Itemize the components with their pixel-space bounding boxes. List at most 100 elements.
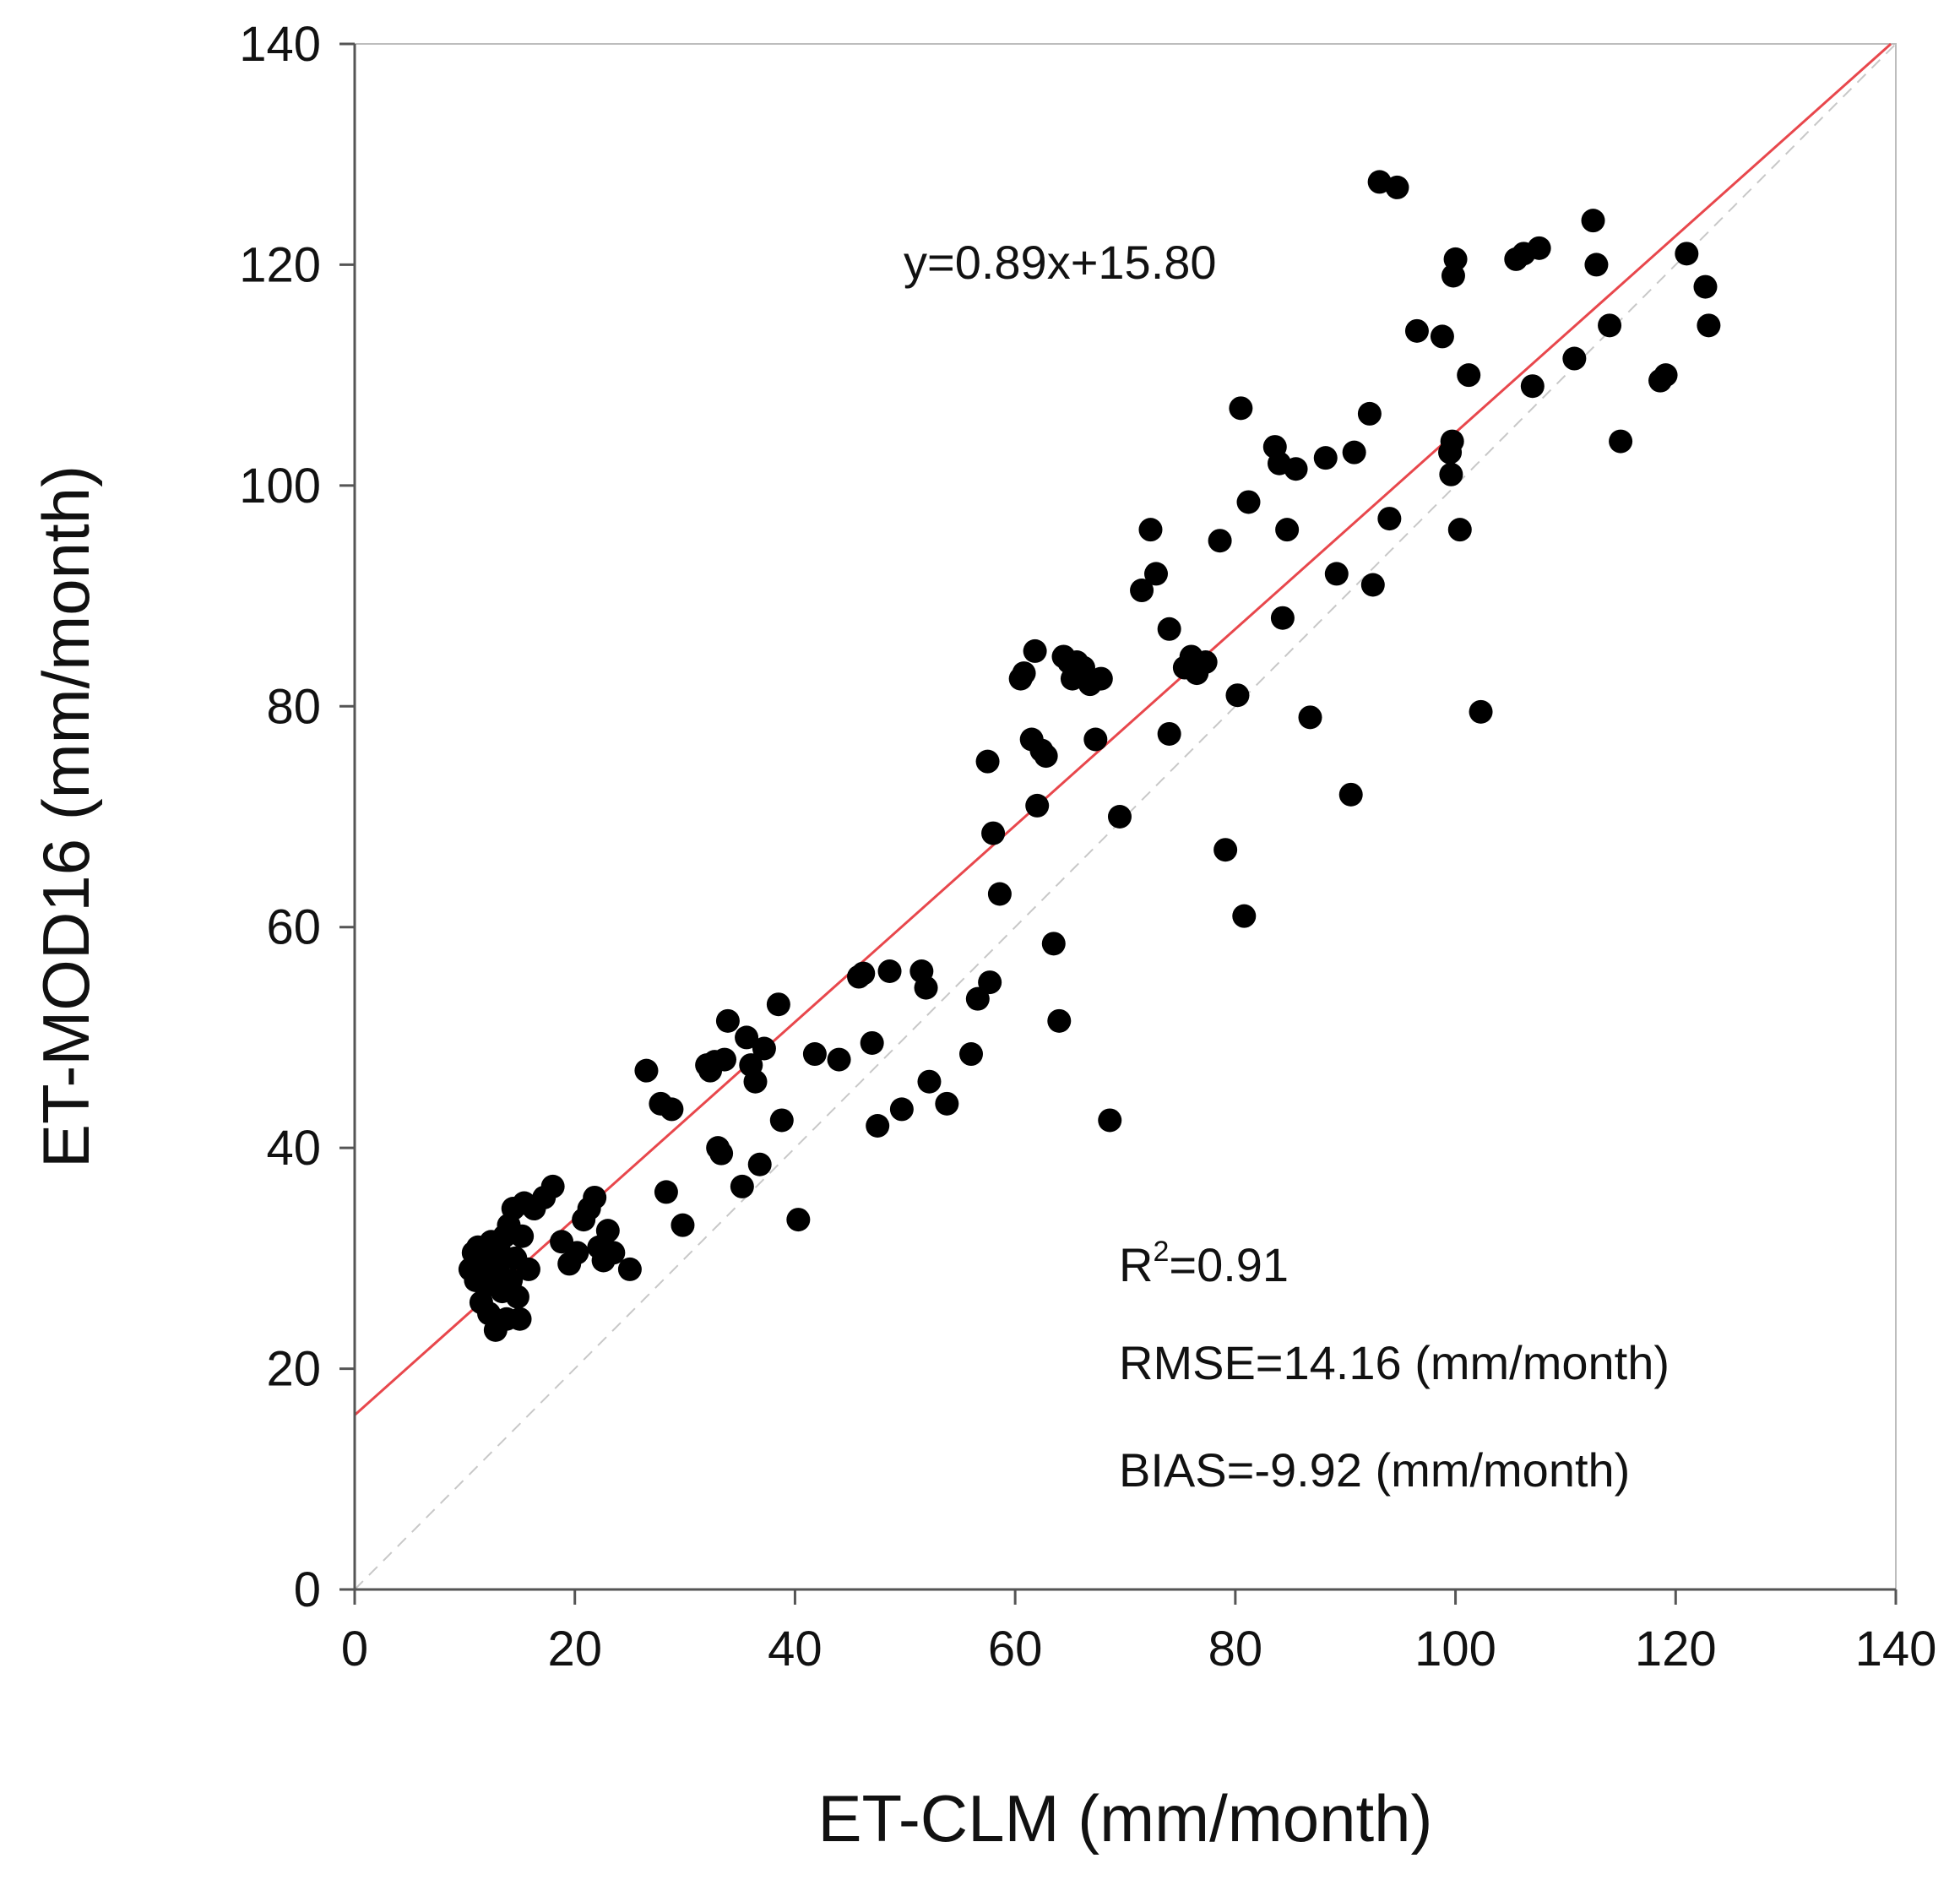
data-point (1023, 638, 1047, 663)
data-point (965, 986, 990, 1011)
data-point (565, 1241, 589, 1265)
y-tick-label: 0 (294, 1562, 321, 1617)
data-point (1562, 346, 1587, 371)
data-point (1232, 904, 1257, 928)
x-tick-label: 40 (768, 1622, 823, 1676)
data-point (975, 749, 1000, 774)
y-tick-label: 80 (266, 679, 321, 734)
data-point (1342, 440, 1366, 465)
data-point (1581, 209, 1605, 233)
data-point (1130, 579, 1154, 603)
data-point (1144, 562, 1168, 586)
data-point (877, 959, 902, 983)
data-point (1157, 617, 1181, 641)
data-point (935, 1091, 959, 1116)
regression-line (354, 42, 1892, 1416)
data-point (583, 1185, 607, 1209)
data-point (1404, 318, 1429, 343)
y-axis-title: ET-MOD16 (mm/month) (29, 465, 103, 1168)
data-point (851, 961, 876, 986)
data-point (1338, 782, 1363, 807)
data-point (1098, 1108, 1122, 1133)
data-point (1236, 490, 1261, 514)
r2-prefix: R (1119, 1238, 1153, 1291)
data-point (1034, 744, 1058, 769)
data-point (634, 1058, 659, 1083)
data-point (1385, 175, 1409, 199)
data-point (1047, 1008, 1072, 1033)
data-point (654, 1180, 678, 1204)
data-point (1653, 363, 1678, 388)
data-point (508, 1307, 532, 1331)
data-point (1439, 462, 1463, 486)
data-point (1527, 236, 1551, 260)
data-point (1360, 573, 1385, 597)
data-point (709, 1141, 734, 1165)
y-tick-label: 100 (239, 459, 321, 513)
data-points (458, 170, 1721, 1342)
data-point (1041, 932, 1066, 956)
data-point (769, 1108, 794, 1133)
data-point (1157, 721, 1181, 746)
data-point (660, 1097, 684, 1122)
tick-labels: 0 20 40 60 80 100 120 140 0 20 40 60 80 100 120 140 (239, 17, 1936, 1676)
data-point (1675, 242, 1699, 266)
data-point (1324, 562, 1349, 586)
x-tick-label: 20 (547, 1622, 602, 1676)
data-point (1447, 518, 1472, 542)
data-point (516, 1257, 540, 1281)
data-point (959, 1042, 983, 1067)
x-axis-title: ET-CLM (mm/month) (817, 1781, 1432, 1856)
data-point (1520, 374, 1545, 399)
data-point (1697, 313, 1721, 338)
y-tick-label: 120 (239, 237, 321, 292)
data-point (1213, 838, 1238, 862)
data-point (1284, 457, 1308, 481)
data-point (713, 1047, 736, 1072)
data-point (1377, 507, 1402, 531)
data-point (860, 1030, 884, 1055)
data-point (715, 1008, 740, 1033)
axis-ticks (339, 42, 1898, 1605)
axes (353, 44, 1896, 1591)
data-point (730, 1174, 754, 1198)
data-point (1357, 401, 1382, 426)
rmse-label: RMSE=14.16 (mm/month) (1119, 1336, 1670, 1389)
data-point (1083, 727, 1108, 752)
data-point (889, 1097, 914, 1122)
data-point (1598, 313, 1622, 338)
data-point (595, 1219, 620, 1243)
data-point (1443, 247, 1468, 271)
data-point (1107, 805, 1132, 829)
data-point (1609, 429, 1633, 454)
data-point (786, 1208, 811, 1232)
data-point (1089, 666, 1113, 691)
x-tick-label: 0 (341, 1622, 368, 1676)
y-tick-label: 60 (266, 900, 321, 955)
data-point (1457, 363, 1481, 388)
data-point (671, 1213, 695, 1237)
data-point (510, 1224, 535, 1248)
y-tick-label: 20 (266, 1342, 321, 1397)
data-point (1693, 274, 1718, 299)
r-squared-label: R2=0.91 (1119, 1236, 1289, 1291)
data-point (1584, 253, 1609, 277)
data-point (1440, 429, 1464, 454)
x-tick-label: 60 (988, 1622, 1043, 1676)
data-point (617, 1257, 642, 1281)
data-point (505, 1285, 529, 1309)
data-point (981, 821, 1006, 845)
data-point (601, 1241, 626, 1265)
data-point (1138, 518, 1163, 542)
data-point (1208, 529, 1232, 553)
data-point (1275, 518, 1300, 542)
data-point (1313, 446, 1338, 470)
data-point (1469, 699, 1493, 724)
data-point (978, 970, 1002, 995)
data-point (914, 975, 938, 1000)
data-point (752, 1036, 776, 1061)
data-point (1430, 324, 1454, 349)
x-tick-label: 80 (1208, 1622, 1263, 1676)
data-point (987, 882, 1012, 906)
